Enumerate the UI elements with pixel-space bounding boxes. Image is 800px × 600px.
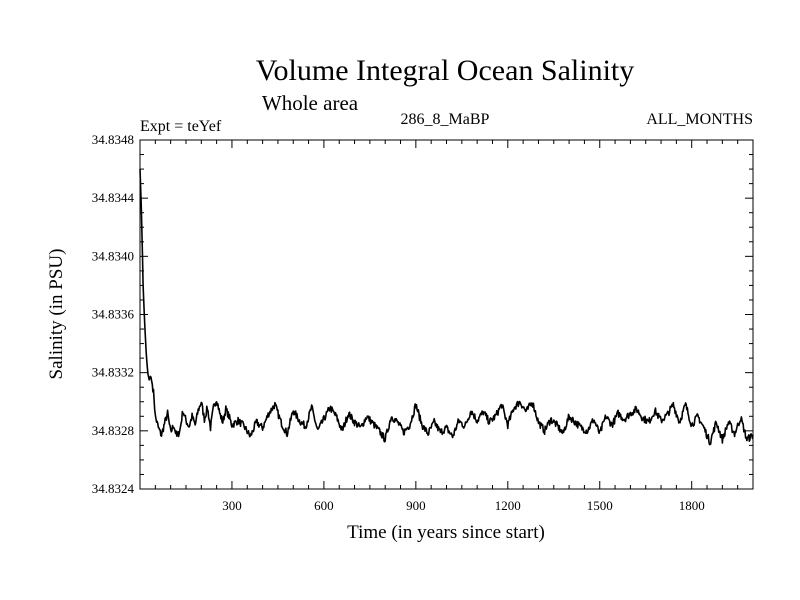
x-tick-label: 1200: [495, 498, 521, 513]
experiment-label: Expt = teYef: [140, 118, 222, 135]
plot-frame: [139, 139, 754, 490]
run-label: 286_8_MaBP: [401, 111, 490, 128]
months-label: ALL_MONTHS: [646, 111, 753, 128]
x-tick-label: 1500: [587, 498, 613, 513]
y-axis-label: Salinity (in PSU): [46, 249, 67, 380]
x-tick-label: 900: [406, 498, 426, 513]
y-tick-label: 34.8336: [92, 307, 135, 322]
x-tick-label: 600: [314, 498, 334, 513]
y-tick-label: 34.8340: [92, 248, 134, 263]
x-tick-label: 1800: [679, 498, 705, 513]
axis-ticks: [140, 139, 753, 490]
y-tick-label: 34.8332: [92, 365, 134, 380]
x-tick-label: 300: [222, 498, 242, 513]
y-tick-label: 34.8328: [92, 423, 134, 438]
y-tick-label: 34.8324: [92, 481, 135, 496]
tick-labels: 300 600 900 1200 1500 1800 34.8324 34.8328 34.83…: [92, 132, 705, 513]
y-tick-label: 34.8348: [92, 132, 134, 147]
chart-subtitle: Whole area: [262, 91, 359, 115]
salinity-series-line: [139, 169, 754, 446]
y-tick-label: 34.8344: [92, 190, 135, 205]
x-axis-label: Time (in years since start): [347, 522, 545, 543]
chart-title: Volume Integral Ocean Salinity: [256, 54, 635, 87]
